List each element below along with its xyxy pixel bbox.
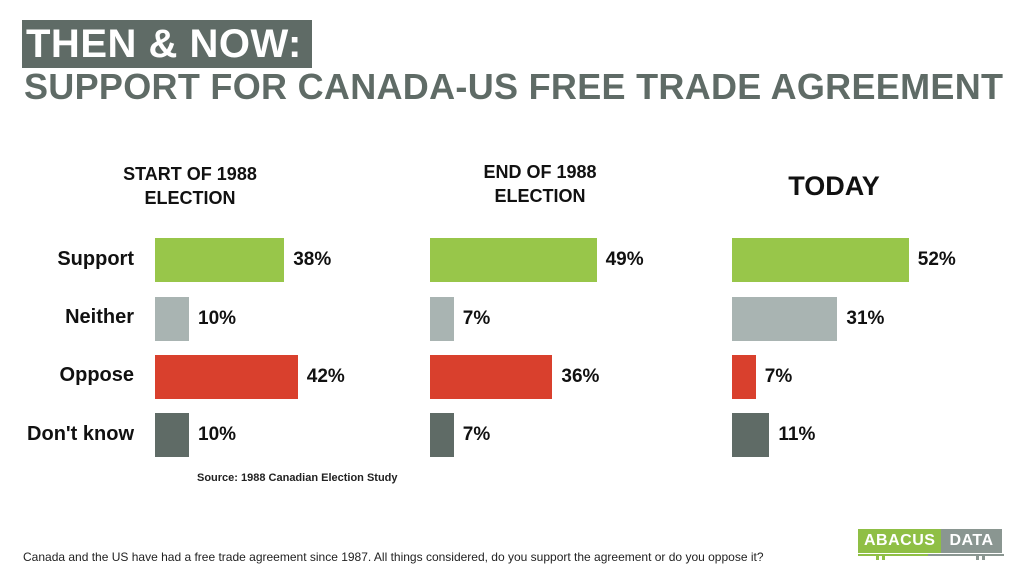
bar-today-oppose xyxy=(732,355,756,399)
panel-title-today-line1: TODAY xyxy=(788,171,880,201)
bar-start-1988-support xyxy=(155,238,285,282)
panel-title-end-1988-line1: END OF 1988 xyxy=(483,162,597,182)
value-label-end-1988-support: 49% xyxy=(605,249,644,270)
row-label-oppose: Oppose xyxy=(59,364,134,386)
bar-end-1988-oppose xyxy=(430,355,553,399)
row-label-neither: Neither xyxy=(65,306,134,328)
title-banner: THEN & NOW: xyxy=(22,20,312,68)
value-label-end-1988-neither: 7% xyxy=(462,308,491,329)
bar-end-1988-dont-know xyxy=(430,413,454,457)
panel-title-end-1988-line2: ELECTION xyxy=(494,186,586,206)
value-label-end-1988-dont-know: 7% xyxy=(462,424,491,445)
survey-question-footnote: Canada and the US have had a free trade … xyxy=(23,550,764,564)
bar-start-1988-oppose xyxy=(155,355,298,399)
logo-right-text: DATA xyxy=(941,529,1002,553)
logo-underline-marks xyxy=(858,554,1004,560)
value-label-today-support: 52% xyxy=(917,249,956,270)
panel-title-start-1988-line1: START OF 1988 xyxy=(123,164,257,184)
panel-title-start-1988: START OF 1988 ELECTION xyxy=(100,162,280,210)
panel-title-start-1988-line2: ELECTION xyxy=(144,188,236,208)
title-line2: SUPPORT FOR CANADA-US FREE TRADE AGREEME… xyxy=(24,66,1004,107)
value-label-start-1988-oppose: 42% xyxy=(306,366,345,387)
panel-title-today: TODAY xyxy=(744,171,924,201)
title-line1: THEN & NOW: xyxy=(26,21,302,66)
value-label-start-1988-support: 38% xyxy=(293,249,332,270)
bar-today-neither xyxy=(732,297,838,341)
value-label-end-1988-oppose: 36% xyxy=(561,366,600,387)
row-label-support: Support xyxy=(57,248,134,270)
value-label-today-oppose: 7% xyxy=(764,366,793,387)
value-label-today-neither: 31% xyxy=(846,308,885,329)
source-note: Source: 1988 Canadian Election Study xyxy=(197,472,398,484)
value-label-start-1988-neither: 10% xyxy=(198,308,237,329)
value-label-start-1988-dont-know: 10% xyxy=(198,424,237,445)
panel-title-end-1988: END OF 1988 ELECTION xyxy=(450,160,630,208)
bar-start-1988-dont-know xyxy=(155,413,189,457)
row-label-dont-know: Don't know xyxy=(27,423,134,445)
bar-end-1988-support xyxy=(430,238,597,282)
bar-today-dont-know xyxy=(732,413,770,457)
bar-end-1988-neither xyxy=(430,297,454,341)
bar-today-support xyxy=(732,238,909,282)
bar-start-1988-neither xyxy=(155,297,189,341)
value-label-today-dont-know: 11% xyxy=(778,424,816,445)
logo-left-text: ABACUS xyxy=(858,529,942,553)
abacus-data-logo: ABACUS DATA xyxy=(858,529,1002,553)
